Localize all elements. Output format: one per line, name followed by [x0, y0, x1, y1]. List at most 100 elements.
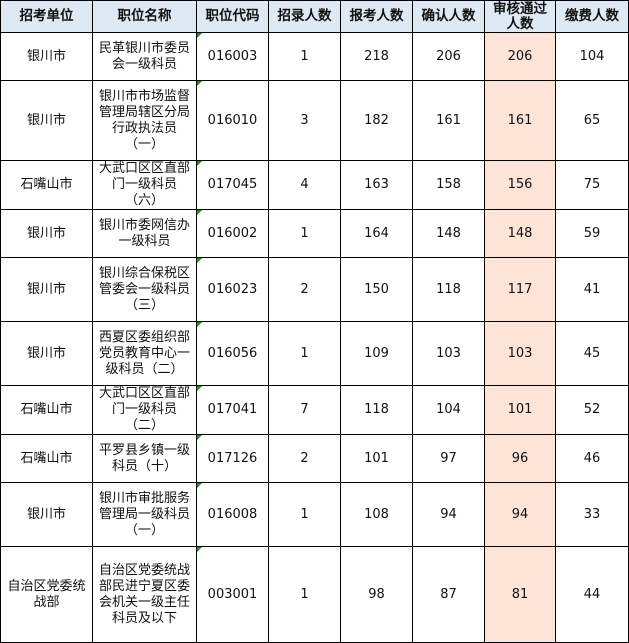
cell-confirmed: 161: [412, 80, 485, 161]
cell-code: 016056: [196, 321, 269, 386]
cell-code: 003001: [196, 546, 269, 643]
cell-quota: 2: [268, 434, 341, 483]
header-row: 招考单位 职位名称 职位代码 招录人数 报考人数 确认人数 审核通过人数 缴费人…: [0, 0, 629, 33]
header-approved: 审核通过人数: [484, 0, 556, 33]
header-paid: 缴费人数: [555, 0, 629, 33]
cell-unit: 银川市: [0, 321, 93, 386]
cell-unit: 银川市: [0, 257, 93, 322]
cell-quota: 4: [268, 160, 341, 210]
header-quota: 招录人数: [268, 0, 341, 33]
cell-paid: 46: [555, 434, 629, 483]
cell-approved: 81: [484, 546, 556, 643]
cell-unit: 银川市: [0, 80, 93, 161]
cell-position: 银川综合保税区管委会一级科员（三）: [92, 257, 197, 322]
header-confirmed: 确认人数: [412, 0, 485, 33]
cell-paid: 104: [555, 32, 629, 81]
cell-approved: 94: [484, 482, 556, 547]
cell-unit: 自治区党委统战部: [0, 546, 93, 643]
cell-unit: 石嘴山市: [0, 160, 93, 210]
cell-position: 自治区党委统战部民进宁夏区委会机关一级主任科员及以下: [92, 546, 197, 643]
cell-confirmed: 206: [412, 32, 485, 81]
cell-code: 016002: [196, 209, 269, 258]
cell-applied: 164: [340, 209, 413, 258]
cell-paid: 33: [555, 482, 629, 547]
header-applied: 报考人数: [340, 0, 413, 33]
cell-position: 银川市市场监督管理局辖区分局行政执法员（一）: [92, 80, 197, 161]
table-row: 石嘴山市 大武口区区直部门一级科员（二） 017041 7 118 104 101 52: [0, 385, 629, 435]
cell-quota: 1: [268, 482, 341, 547]
cell-position: 大武口区区直部门一级科员（二）: [92, 385, 197, 435]
cell-applied: 98: [340, 546, 413, 643]
table-row: 银川市 银川市市场监督管理局辖区分局行政执法员（一） 016010 3 182 161 16…: [0, 80, 629, 161]
cell-approved: 156: [484, 160, 556, 210]
cell-quota: 1: [268, 32, 341, 81]
cell-applied: 109: [340, 321, 413, 386]
cell-code: 017126: [196, 434, 269, 483]
table-row: 石嘴山市 大武口区区直部门一级科员（六） 017045 4 163 158 156 75: [0, 160, 629, 210]
cell-unit: 石嘴山市: [0, 434, 93, 483]
header-position: 职位名称: [92, 0, 197, 33]
cell-applied: 182: [340, 80, 413, 161]
cell-unit: 石嘴山市: [0, 385, 93, 435]
cell-applied: 108: [340, 482, 413, 547]
cell-approved: 117: [484, 257, 556, 322]
cell-position: 平罗县乡镇一级科员（十）: [92, 434, 197, 483]
cell-code: 017041: [196, 385, 269, 435]
cell-quota: 7: [268, 385, 341, 435]
table-row: 银川市 西夏区委组织部党员教育中心一级科员（二） 016056 1 109 103 103 4…: [0, 321, 629, 386]
cell-confirmed: 148: [412, 209, 485, 258]
cell-paid: 45: [555, 321, 629, 386]
cell-unit: 银川市: [0, 482, 93, 547]
cell-quota: 1: [268, 209, 341, 258]
cell-code: 016003: [196, 32, 269, 81]
cell-applied: 118: [340, 385, 413, 435]
table-row: 银川市 银川市审批服务管理局一级科员（一） 016008 1 108 94 94 33: [0, 482, 629, 547]
cell-position: 西夏区委组织部党员教育中心一级科员（二）: [92, 321, 197, 386]
table-row: 银川市 民革银川市委员会一级科员 016003 1 218 206 206 104: [0, 32, 629, 81]
cell-position: 大武口区区直部门一级科员（六）: [92, 160, 197, 210]
cell-applied: 218: [340, 32, 413, 81]
cell-confirmed: 118: [412, 257, 485, 322]
table-row: 石嘴山市 平罗县乡镇一级科员（十） 017126 2 101 97 96 46: [0, 434, 629, 483]
cell-applied: 101: [340, 434, 413, 483]
cell-paid: 75: [555, 160, 629, 210]
cell-paid: 44: [555, 546, 629, 643]
cell-approved: 96: [484, 434, 556, 483]
cell-position: 银川市审批服务管理局一级科员（一）: [92, 482, 197, 547]
cell-approved: 101: [484, 385, 556, 435]
header-unit: 招考单位: [0, 0, 93, 33]
cell-approved: 103: [484, 321, 556, 386]
cell-quota: 1: [268, 321, 341, 386]
table-row: 银川市 银川市委网信办一级科员 016002 1 164 148 148 59: [0, 209, 629, 258]
cell-paid: 65: [555, 80, 629, 161]
cell-paid: 52: [555, 385, 629, 435]
cell-code: 016023: [196, 257, 269, 322]
cell-code: 016010: [196, 80, 269, 161]
cell-confirmed: 103: [412, 321, 485, 386]
cell-quota: 1: [268, 546, 341, 643]
cell-paid: 59: [555, 209, 629, 258]
cell-code: 017045: [196, 160, 269, 210]
table-row: 自治区党委统战部 自治区党委统战部民进宁夏区委会机关一级主任科员及以下 003001…: [0, 546, 629, 643]
header-code: 职位代码: [196, 0, 269, 33]
cell-quota: 3: [268, 80, 341, 161]
cell-confirmed: 104: [412, 385, 485, 435]
cell-confirmed: 94: [412, 482, 485, 547]
cell-confirmed: 158: [412, 160, 485, 210]
cell-approved: 148: [484, 209, 556, 258]
cell-applied: 150: [340, 257, 413, 322]
cell-position: 民革银川市委员会一级科员: [92, 32, 197, 81]
cell-position: 银川市委网信办一级科员: [92, 209, 197, 258]
cell-unit: 银川市: [0, 32, 93, 81]
cell-confirmed: 87: [412, 546, 485, 643]
table-row: 银川市 银川综合保税区管委会一级科员（三） 016023 2 150 118 117 41: [0, 257, 629, 322]
cell-quota: 2: [268, 257, 341, 322]
cell-paid: 41: [555, 257, 629, 322]
cell-applied: 163: [340, 160, 413, 210]
cell-unit: 银川市: [0, 209, 93, 258]
cell-confirmed: 97: [412, 434, 485, 483]
cell-approved: 161: [484, 80, 556, 161]
cell-approved: 206: [484, 32, 556, 81]
cell-code: 016008: [196, 482, 269, 547]
